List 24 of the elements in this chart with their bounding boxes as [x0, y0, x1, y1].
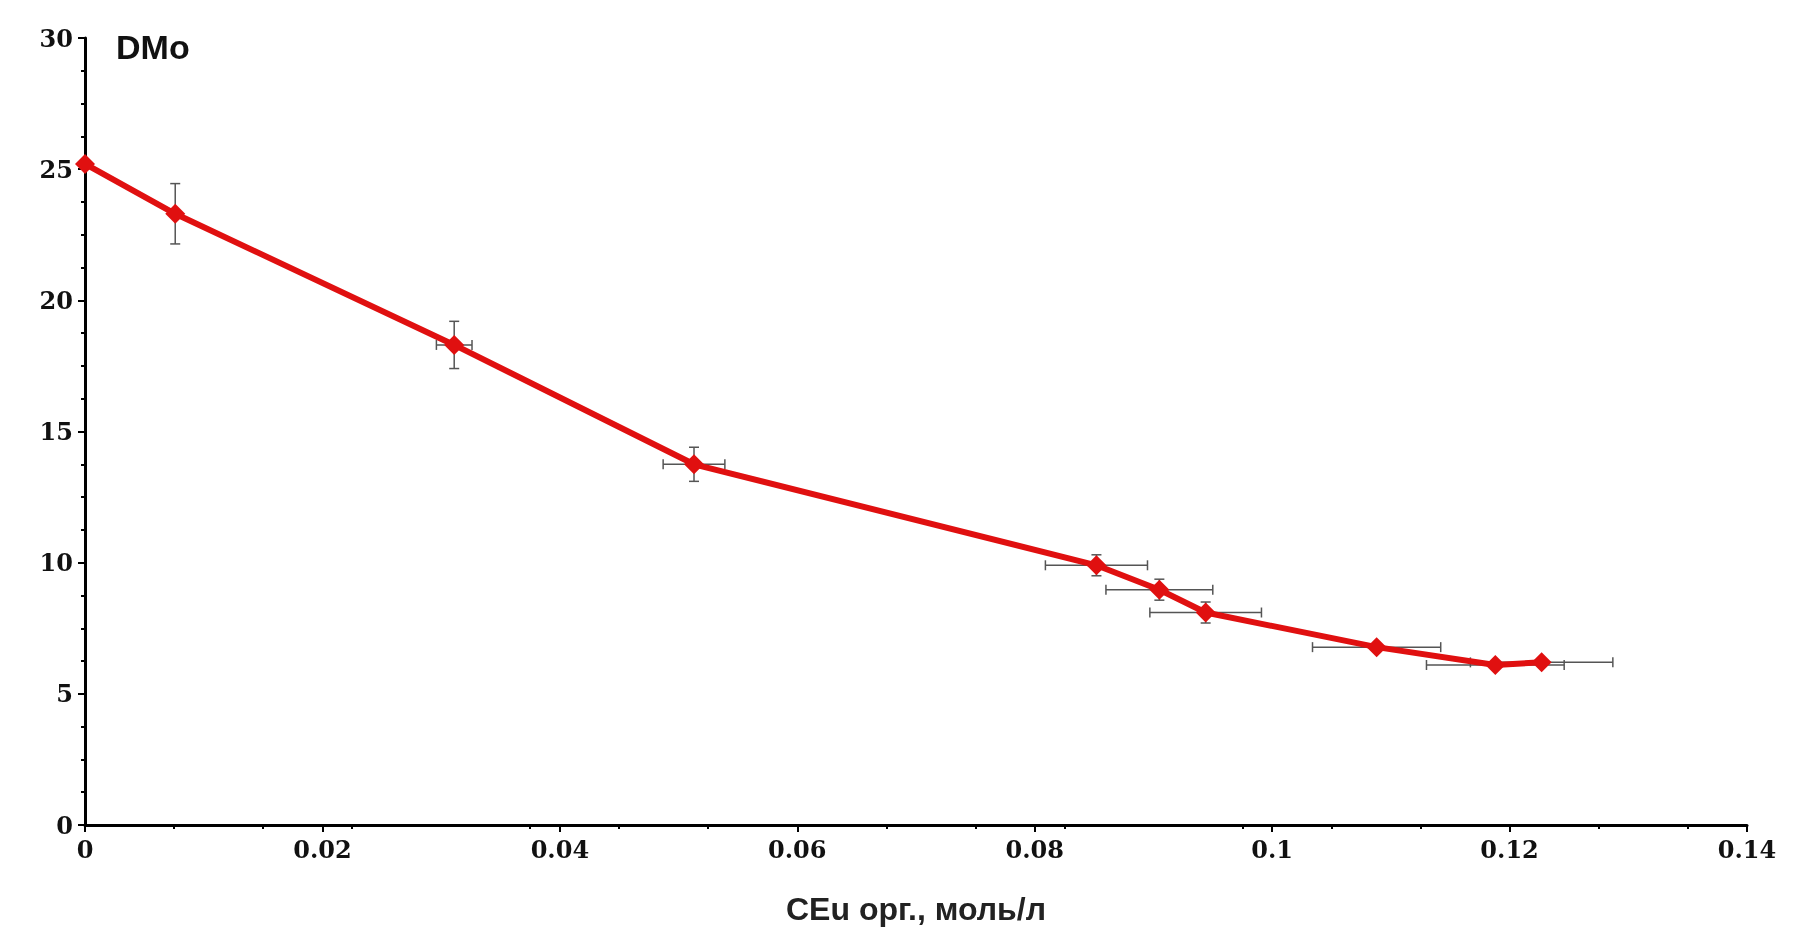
- y-tick-label: 10: [39, 548, 73, 578]
- y-tick-label: 0: [56, 810, 73, 840]
- y-tick-label: 30: [39, 23, 73, 53]
- y-tick-label: 20: [39, 285, 73, 315]
- x-tick-label: 0.12: [1480, 834, 1539, 864]
- y-tick-label: 15: [39, 417, 73, 446]
- point: [1485, 654, 1506, 675]
- x-tick-label: 0.02: [293, 834, 352, 864]
- x-tick-label: 0: [76, 834, 94, 864]
- point: [1531, 652, 1552, 673]
- point: [165, 203, 186, 224]
- x-tick-label: 0.06: [768, 834, 827, 864]
- x-tick-label: 0.04: [530, 834, 590, 864]
- point: [444, 334, 465, 355]
- x-tick-label: 0.08: [1005, 834, 1064, 864]
- y-tick-label: 25: [39, 154, 73, 184]
- x-tick-label: 0.1: [1251, 834, 1294, 864]
- x-tick-label: 0.14: [1717, 834, 1777, 864]
- point: [684, 454, 704, 475]
- x-axis-title: CEu орг., моль/л: [786, 891, 1046, 927]
- y-tick-label: 5: [56, 679, 73, 709]
- point: [1366, 637, 1387, 658]
- y-axis-title: DMo: [116, 28, 190, 66]
- point: [75, 153, 95, 174]
